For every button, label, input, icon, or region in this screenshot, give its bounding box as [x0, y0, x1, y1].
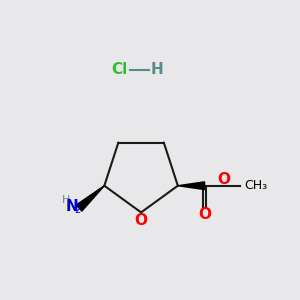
Text: O: O: [198, 207, 211, 222]
Text: CH₃: CH₃: [244, 179, 267, 192]
Text: O: O: [218, 172, 230, 187]
Polygon shape: [76, 186, 104, 211]
Text: H: H: [151, 62, 163, 77]
Text: H: H: [61, 195, 70, 205]
Polygon shape: [178, 182, 205, 190]
Text: 2: 2: [74, 206, 81, 215]
Text: Cl: Cl: [112, 62, 128, 77]
Text: O: O: [135, 213, 148, 228]
Text: N: N: [65, 199, 78, 214]
